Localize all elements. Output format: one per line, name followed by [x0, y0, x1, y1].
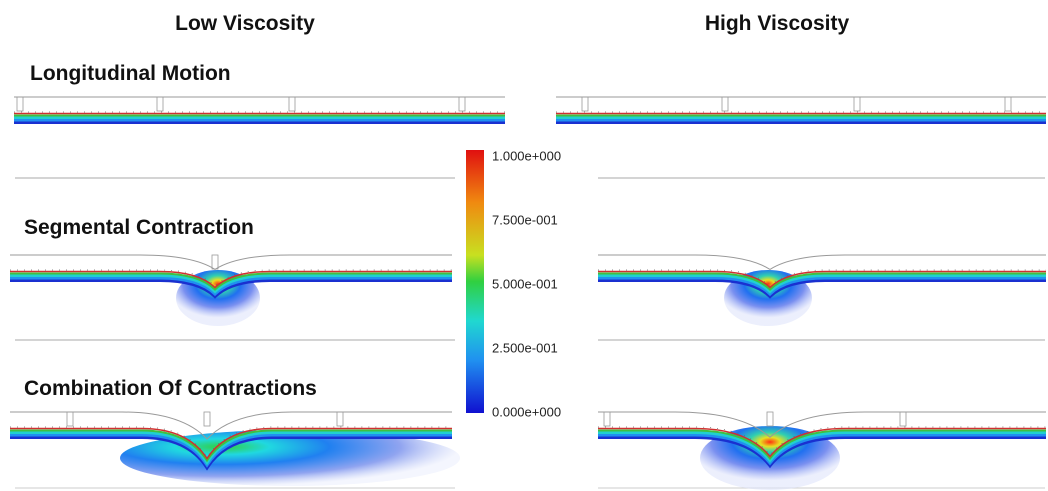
velocity-band	[598, 270, 1046, 289]
post	[581, 96, 589, 112]
column-title: High Viscosity	[705, 12, 850, 35]
mesh-line	[10, 269, 452, 287]
post	[766, 411, 774, 427]
velocity-band	[598, 429, 1046, 461]
wall-outline	[598, 411, 1046, 438]
post	[603, 411, 611, 427]
velocity-band	[10, 274, 452, 294]
velocity-band	[598, 274, 1046, 294]
post	[721, 96, 729, 112]
velocity-band	[598, 278, 1046, 299]
colorbar-label: 7.500e-001	[492, 212, 558, 227]
mesh-line	[598, 269, 1046, 287]
velocity-blob	[120, 430, 460, 486]
velocity-band	[598, 433, 1046, 466]
mesh-line	[598, 426, 1046, 456]
velocity-band	[10, 429, 452, 463]
post	[458, 96, 466, 112]
velocity-band	[598, 431, 1046, 463]
row-title: Segmental Contraction	[24, 216, 254, 239]
wall-outline	[10, 254, 452, 270]
post	[16, 96, 24, 112]
wall-outline	[10, 411, 452, 440]
post	[853, 96, 861, 112]
velocity-band	[598, 276, 1046, 297]
row-title: Longitudinal Motion	[30, 62, 231, 85]
velocity-band	[598, 427, 1046, 458]
post	[288, 96, 296, 112]
column-title: Low Viscosity	[175, 12, 315, 35]
colorbar	[466, 150, 484, 413]
colorbar-label: 1.000e+000	[492, 148, 561, 163]
colorbar-label: 2.500e-001	[492, 340, 558, 355]
velocity-band	[598, 272, 1046, 291]
velocity-band	[10, 272, 452, 291]
velocity-band	[10, 276, 452, 297]
velocity-band	[10, 270, 452, 289]
post	[203, 411, 211, 427]
post	[156, 96, 164, 112]
row-title: Combination Of Contractions	[24, 377, 317, 400]
velocity-band	[10, 431, 452, 466]
post	[336, 411, 344, 427]
post	[211, 254, 219, 270]
colorbar-label: 0.000e+000	[492, 404, 561, 419]
post	[1004, 96, 1012, 112]
velocity-band	[10, 427, 452, 460]
post	[899, 411, 907, 427]
post	[66, 411, 74, 427]
wall-outline	[598, 254, 1046, 270]
colorbar-labels: 1.000e+000 7.500e-001 5.000e-001 2.500e-001…	[492, 148, 561, 419]
colorbar-label: 5.000e-001	[492, 276, 558, 291]
simulation-panels	[10, 96, 1046, 490]
